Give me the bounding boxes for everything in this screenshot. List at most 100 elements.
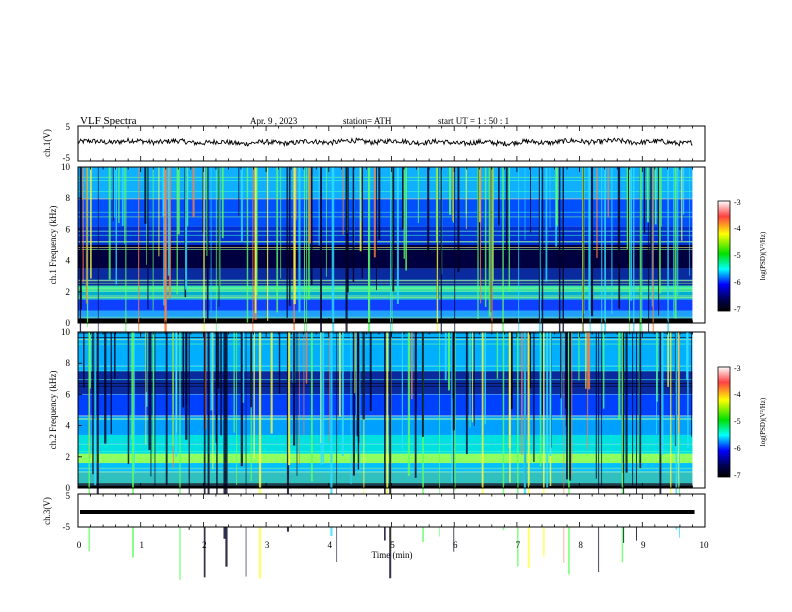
ch1-spectrogram-hline bbox=[78, 211, 693, 213]
ch2-colorbar-label: log(PSD)(V²/Hz) bbox=[759, 397, 767, 446]
ch2-spectrogram-spheric bbox=[618, 332, 621, 420]
ch1-spectrogram-spheric bbox=[108, 167, 111, 280]
ch1-spectrogram-spheric bbox=[79, 167, 82, 365]
ch1-spectrogram-spheric bbox=[112, 167, 114, 222]
ch1-spectrogram-spheric bbox=[373, 167, 376, 258]
ch1-spectrogram-spheric bbox=[650, 167, 653, 251]
ch1-spectrogram-spheric bbox=[627, 167, 630, 266]
ch2-spectrogram-spheric bbox=[569, 332, 572, 481]
ch2-spectrogram-spheric bbox=[339, 332, 341, 417]
ch1-spectrogram-spheric bbox=[491, 167, 493, 361]
ch2-spectrogram-spheric bbox=[245, 332, 247, 577]
ch2-spectrogram-spheric bbox=[528, 332, 532, 389]
ch1-colorbar-tick-3: -6 bbox=[734, 278, 741, 287]
ch2-spectrogram-spheric bbox=[329, 332, 330, 442]
ch1-spectrogram-hline bbox=[78, 287, 693, 288]
ch2-spectrogram-spheric bbox=[179, 332, 181, 580]
xtick-label-9: 9 bbox=[641, 540, 646, 550]
ch1-spectrogram-spheric bbox=[611, 167, 613, 315]
ch2-spectrogram-spheric bbox=[471, 332, 473, 423]
ch2-colorbar-tick-4: -7 bbox=[734, 471, 741, 480]
x-axis: 0 1 2 3 4 5 6 7 8 9 10 Time (min) bbox=[77, 540, 709, 560]
ch1-spectrogram-hline bbox=[78, 247, 693, 248]
ch2-spectrogram-spheric bbox=[686, 332, 689, 380]
ch1-spectrogram-spheric bbox=[295, 167, 297, 221]
ch2-spectrogram-spheric bbox=[447, 332, 450, 391]
ch1-spectrogram-spheric bbox=[633, 167, 635, 372]
ch1-spectrogram-spheric bbox=[346, 167, 349, 293]
ch2-spectrogram-spheric bbox=[350, 332, 352, 485]
ch1-spectrogram-hline bbox=[78, 316, 693, 318]
ch1-waveform-panel: 5 -5 ch.1(V) bbox=[42, 122, 706, 163]
ch2-spectrogram-spheric bbox=[389, 332, 392, 579]
ch2-spectrogram-spheric bbox=[356, 332, 359, 437]
ch1-spectrogram-spheric bbox=[164, 167, 167, 338]
ch2-spectrogram-spheric bbox=[602, 332, 605, 409]
start-time-label: start UT = 1 : 50 : 1 bbox=[438, 116, 509, 126]
ch1-spectrogram-band-2 bbox=[78, 299, 693, 311]
ch1-spectrogram-spheric bbox=[477, 167, 481, 260]
ch1-spectrogram-spheric bbox=[448, 167, 452, 215]
ch1-spectrogram-hline bbox=[78, 241, 693, 242]
ch2-spectrogram-spheric bbox=[354, 332, 356, 394]
ch2-spectrogram-spheric bbox=[484, 332, 487, 425]
ch1-spectrogram-spheric bbox=[167, 167, 169, 216]
xtick-label-4: 4 bbox=[328, 540, 333, 550]
ch2-spectrogram-spheric bbox=[303, 332, 305, 436]
ch2-spectrogram-spheric bbox=[94, 332, 97, 486]
ch1-spectrogram-spheric bbox=[488, 167, 491, 317]
ch2-spectrogram-spheric bbox=[386, 332, 389, 509]
ch1-spectrogram-spheric bbox=[146, 167, 147, 265]
ch2-spectrogram-ytick-0: 0 bbox=[66, 483, 71, 493]
ch2-spectrogram-spheric bbox=[473, 332, 475, 426]
ch1-spectrogram-spheric bbox=[286, 167, 288, 318]
ch2-spectrogram-spheric bbox=[422, 332, 424, 542]
ch1-spectrogram-spheric bbox=[82, 167, 84, 283]
ch1-spectrogram-spheric bbox=[452, 167, 455, 223]
ch2-spectrogram-spheric bbox=[293, 332, 296, 446]
ch1-spectrogram-spheric bbox=[240, 167, 243, 242]
ch1-spectrogram-spheric bbox=[601, 167, 603, 362]
ch1-spectrogram-spheric bbox=[677, 167, 679, 296]
ch1-spectrogram-band-0 bbox=[78, 318, 693, 323]
ch2-spectrogram-spheric bbox=[678, 332, 680, 434]
ch2-spectrogram-image bbox=[78, 332, 705, 580]
ch1-spectrogram-spheric bbox=[85, 167, 88, 304]
ch1-spectrogram-spheric bbox=[392, 167, 395, 292]
ch2-spectrogram-spheric bbox=[369, 332, 372, 412]
ch2-spectrogram-spheric bbox=[560, 332, 562, 399]
ch2-spectrogram-spheric bbox=[679, 332, 680, 538]
ch2-spectrogram-spheric bbox=[359, 332, 361, 472]
ch1-waveform-line bbox=[77, 136, 693, 148]
ch2-spectrogram-spheric bbox=[533, 332, 535, 463]
ch1-spectrogram-spheric bbox=[498, 167, 500, 226]
ch2-spectrogram-spheric bbox=[571, 332, 573, 477]
ch2-spectrogram-spheric bbox=[223, 332, 226, 539]
ch2-spectrogram-spheric bbox=[150, 332, 152, 477]
ch1-spectrogram-spheric bbox=[436, 167, 439, 413]
ch1-spectrogram-spheric bbox=[147, 167, 149, 310]
ch2-spectrogram-spheric bbox=[510, 332, 513, 410]
ch1-spectrogram-spheric bbox=[628, 167, 630, 399]
ch2-spectrogram-spheric bbox=[595, 332, 597, 479]
ch2-spectrogram-spheric bbox=[127, 332, 130, 465]
ch2-spectrogram-spheric bbox=[411, 332, 413, 400]
ch1-spectrogram-spheric bbox=[308, 167, 311, 244]
ch1-spectrogram-spheric bbox=[524, 167, 526, 240]
xtick-label-10: 10 bbox=[700, 540, 710, 550]
ch1-spectrogram-spheric bbox=[215, 167, 217, 397]
ch2-spectrogram-spheric bbox=[655, 332, 657, 435]
ch2-spectrogram-spheric bbox=[210, 332, 213, 411]
ch1-spectrogram-spheric bbox=[484, 167, 487, 307]
ch1-spectrogram-spheric bbox=[673, 167, 674, 319]
ch2-spectrogram-spheric bbox=[622, 332, 625, 543]
ch1-spectrogram-hline bbox=[78, 241, 693, 243]
ch2-spectrogram-spheric bbox=[352, 332, 355, 476]
ch2-spectrogram-spheric bbox=[175, 332, 178, 457]
ch1-spectrogram-spheric bbox=[359, 167, 362, 252]
ch2-spectrogram-spheric bbox=[104, 332, 107, 444]
ch1-spectrogram-spheric bbox=[342, 167, 344, 235]
ch1-spectrogram-ylabel: ch.1 Frequency (kHz) bbox=[48, 206, 58, 285]
ch1-spectrogram-spheric bbox=[403, 167, 405, 259]
